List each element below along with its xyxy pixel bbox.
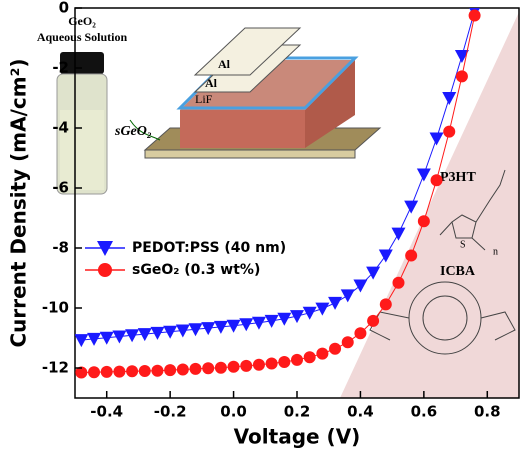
x-tick-label: -0.2 bbox=[154, 403, 187, 421]
y-tick-label: -8 bbox=[52, 239, 69, 257]
point bbox=[176, 363, 189, 376]
point bbox=[138, 365, 151, 377]
legend-marker bbox=[98, 263, 112, 277]
point bbox=[226, 319, 241, 333]
point bbox=[430, 174, 443, 187]
point bbox=[164, 364, 177, 377]
point bbox=[429, 132, 444, 146]
annotation: P3HT bbox=[440, 170, 476, 185]
y-tick-label: -6 bbox=[52, 179, 69, 197]
point bbox=[239, 318, 254, 332]
point bbox=[443, 125, 456, 138]
point bbox=[454, 50, 469, 63]
point bbox=[341, 336, 354, 349]
legend-label: PEDOT:PSS (40 nm) bbox=[132, 240, 286, 256]
y-tick-label: -4 bbox=[52, 119, 69, 137]
point bbox=[468, 9, 481, 22]
inset-device bbox=[129, 27, 382, 159]
point bbox=[151, 364, 164, 377]
x-axis-title: Voltage (V) bbox=[234, 425, 361, 449]
y-tick-label: 0 bbox=[59, 0, 69, 17]
point bbox=[353, 279, 368, 293]
inset-vial bbox=[56, 52, 108, 195]
x-tick-label: 0.6 bbox=[411, 403, 438, 421]
point bbox=[189, 362, 202, 375]
point bbox=[340, 289, 355, 303]
point bbox=[201, 322, 216, 336]
point bbox=[290, 310, 304, 324]
point bbox=[137, 328, 152, 342]
legend-label: sGeO₂ (0.3 wt%) bbox=[132, 262, 260, 278]
point bbox=[75, 366, 88, 379]
y-tick-label: -2 bbox=[52, 59, 69, 77]
annotation: n bbox=[493, 246, 498, 257]
point bbox=[328, 296, 343, 310]
annotation: LiF bbox=[195, 92, 213, 106]
point bbox=[416, 168, 431, 182]
point bbox=[278, 356, 291, 368]
x-tick-label: 0.4 bbox=[347, 403, 374, 421]
point bbox=[404, 200, 419, 214]
annotation: GeO₂ bbox=[68, 14, 96, 28]
point bbox=[99, 331, 114, 345]
point bbox=[391, 227, 406, 241]
point bbox=[378, 249, 393, 263]
plot-area bbox=[75, 8, 481, 379]
x-tick-label: 0.2 bbox=[284, 403, 311, 421]
annotation: Aqueous Solution bbox=[37, 30, 128, 44]
annotation: S bbox=[460, 239, 466, 250]
point bbox=[213, 320, 228, 334]
point bbox=[112, 330, 127, 344]
point bbox=[303, 351, 316, 364]
point bbox=[315, 302, 330, 316]
x-tick-label: 0.8 bbox=[474, 403, 501, 421]
point bbox=[202, 362, 215, 375]
point bbox=[88, 366, 101, 379]
point bbox=[291, 353, 303, 366]
point bbox=[366, 266, 381, 280]
point bbox=[126, 365, 139, 378]
point bbox=[277, 312, 292, 326]
point bbox=[329, 342, 342, 355]
point bbox=[264, 314, 279, 328]
point bbox=[252, 358, 265, 371]
x-tick-label: -0.4 bbox=[90, 403, 123, 421]
annotation: Al bbox=[218, 57, 231, 71]
point bbox=[150, 326, 165, 340]
point bbox=[240, 359, 253, 372]
point bbox=[125, 329, 140, 343]
point bbox=[87, 332, 102, 346]
point bbox=[214, 361, 227, 374]
point bbox=[367, 314, 380, 327]
point bbox=[405, 249, 418, 262]
point bbox=[251, 316, 266, 330]
annotation: Al bbox=[205, 76, 218, 90]
point bbox=[392, 276, 405, 289]
point bbox=[455, 70, 468, 83]
point bbox=[100, 365, 113, 378]
point bbox=[75, 334, 89, 348]
y-tick-label: -12 bbox=[42, 359, 69, 377]
point bbox=[354, 327, 367, 340]
point bbox=[379, 298, 392, 311]
annotation: ICBA bbox=[440, 264, 476, 279]
y-tick-label: -10 bbox=[42, 299, 69, 317]
x-tick-label: 0.0 bbox=[220, 403, 247, 421]
point bbox=[227, 360, 240, 373]
point bbox=[175, 324, 190, 338]
point bbox=[265, 357, 278, 370]
annotation: sGeO₂ bbox=[114, 124, 152, 139]
point bbox=[442, 92, 457, 105]
point bbox=[302, 306, 317, 320]
y-axis-title: Current Density (mA/cm²) bbox=[7, 58, 31, 347]
shaded-region bbox=[340, 12, 519, 398]
point bbox=[417, 215, 430, 228]
inset-molecules bbox=[369, 169, 516, 355]
point bbox=[316, 347, 329, 360]
legend-marker bbox=[97, 241, 113, 256]
point bbox=[163, 325, 178, 339]
point bbox=[113, 365, 126, 378]
point bbox=[188, 323, 203, 337]
